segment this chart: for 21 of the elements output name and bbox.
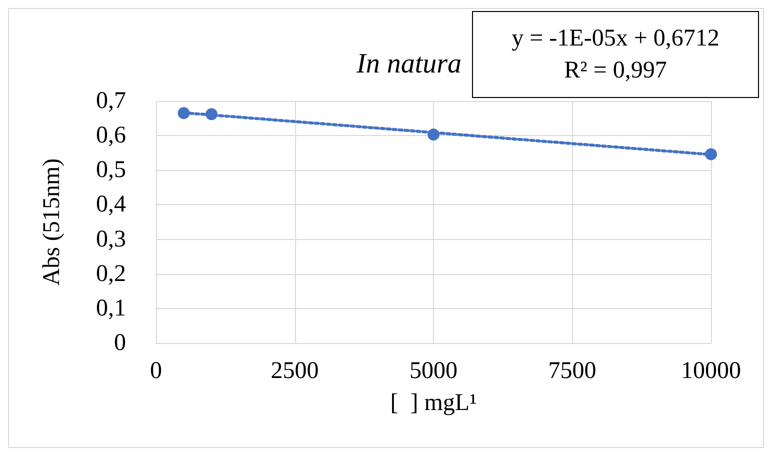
point (206, 108, 218, 120)
point (178, 107, 190, 120)
y-axis-title: Abs (515nm) (39, 158, 65, 286)
y-tick-label: 0 (114, 330, 126, 356)
y-tick-label: 0,7 (96, 88, 126, 114)
x-tick-label: 0 (150, 358, 162, 384)
x-tick-label: 5000 (410, 358, 458, 384)
y-tick-label: 0,2 (96, 260, 126, 287)
point (428, 128, 440, 141)
point (705, 148, 717, 160)
y-tick-label: 0,1 (96, 295, 126, 322)
x-tick-label: 7500 (548, 358, 596, 384)
y-tick-label: 0,5 (96, 157, 126, 184)
y-tick-label: 0,3 (96, 226, 126, 252)
x-axis-title: [ ] mgL¹ (390, 390, 477, 416)
y-tick-label: 0,6 (96, 122, 126, 149)
chart-title: In natura (356, 48, 462, 80)
text: y = -1E-05x + 0,6712 R² = 0,997 (512, 26, 720, 84)
x-tick-label: 10000 (681, 358, 741, 384)
y-tick-label: 0,4 (96, 192, 126, 218)
x-tick-label: 2500 (270, 358, 319, 384)
